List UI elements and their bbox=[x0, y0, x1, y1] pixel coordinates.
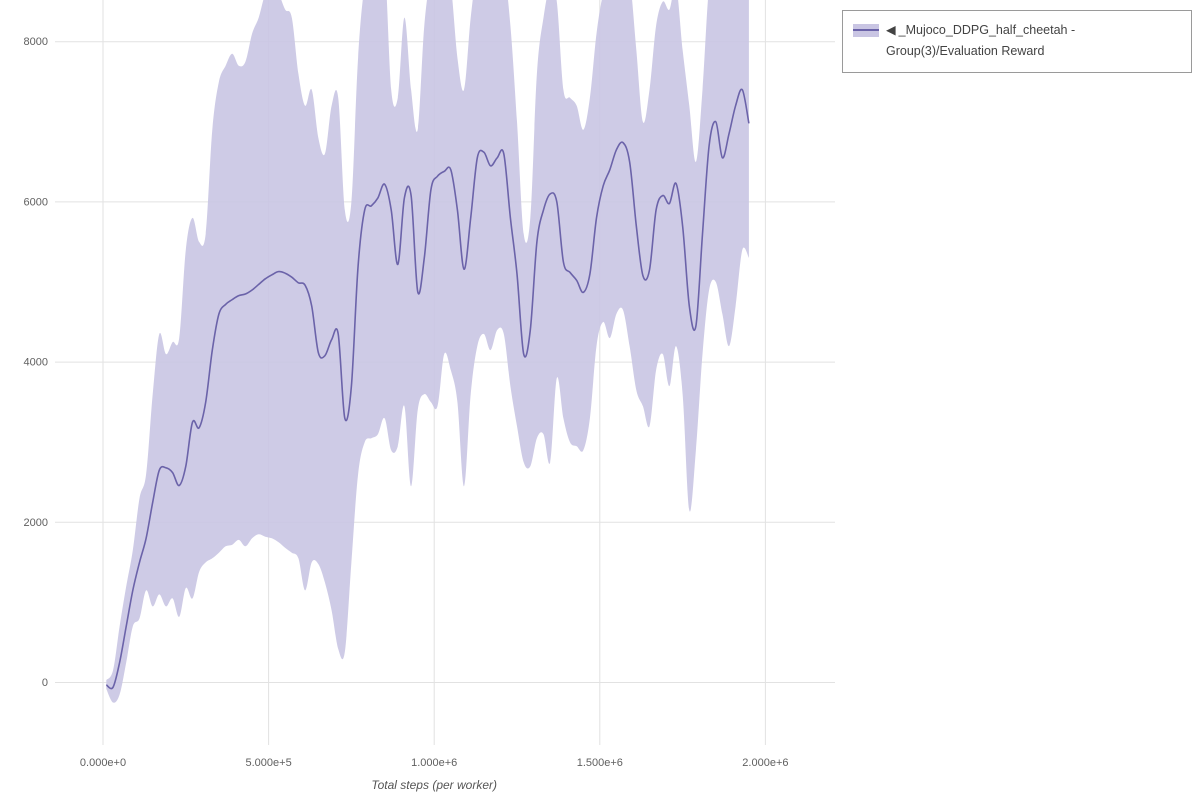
svg-text:1.500e+6: 1.500e+6 bbox=[577, 757, 623, 769]
svg-text:0.000e+0: 0.000e+0 bbox=[80, 757, 126, 769]
svg-text:6000: 6000 bbox=[24, 196, 48, 208]
svg-text:0: 0 bbox=[42, 677, 48, 689]
collapse-triangle-icon[interactable]: ◀ bbox=[886, 23, 896, 37]
legend-entry: ◀ _Mujoco_DDPG_half_cheetah - Group(3)/Ev… bbox=[886, 20, 1181, 63]
chart-canvas[interactable]: 0 2000 4000 6000 8000 0.000e+0 5.000e+5 1.000e+… bbox=[0, 0, 840, 800]
svg-text:8000: 8000 bbox=[24, 36, 48, 48]
mean-line bbox=[105, 88, 750, 690]
x-axis-tick-labels: 0.000e+0 5.000e+5 1.000e+6 1.500e+6 2.000e+6 bbox=[80, 757, 789, 769]
svg-text:2000: 2000 bbox=[24, 517, 48, 529]
reward-chart[interactable]: 0 2000 4000 6000 8000 0.000e+0 5.000e+5 1.000e+… bbox=[0, 0, 840, 800]
series-swatch-icon bbox=[853, 24, 879, 37]
confidence-band bbox=[106, 0, 749, 703]
svg-text:1.000e+6: 1.000e+6 bbox=[411, 757, 457, 769]
svg-text:2.000e+6: 2.000e+6 bbox=[742, 757, 788, 769]
series-line-icon bbox=[853, 29, 879, 31]
legend-series-label: _Mujoco_DDPG_half_cheetah - Group(3)/Eva… bbox=[886, 23, 1076, 59]
svg-text:5.000e+5: 5.000e+5 bbox=[246, 757, 292, 769]
y-axis-tick-labels: 0 2000 4000 6000 8000 bbox=[24, 36, 48, 689]
legend[interactable]: ◀ _Mujoco_DDPG_half_cheetah - Group(3)/Ev… bbox=[842, 10, 1192, 73]
svg-text:4000: 4000 bbox=[24, 357, 48, 369]
x-axis-title: Total steps (per worker) bbox=[371, 778, 497, 792]
